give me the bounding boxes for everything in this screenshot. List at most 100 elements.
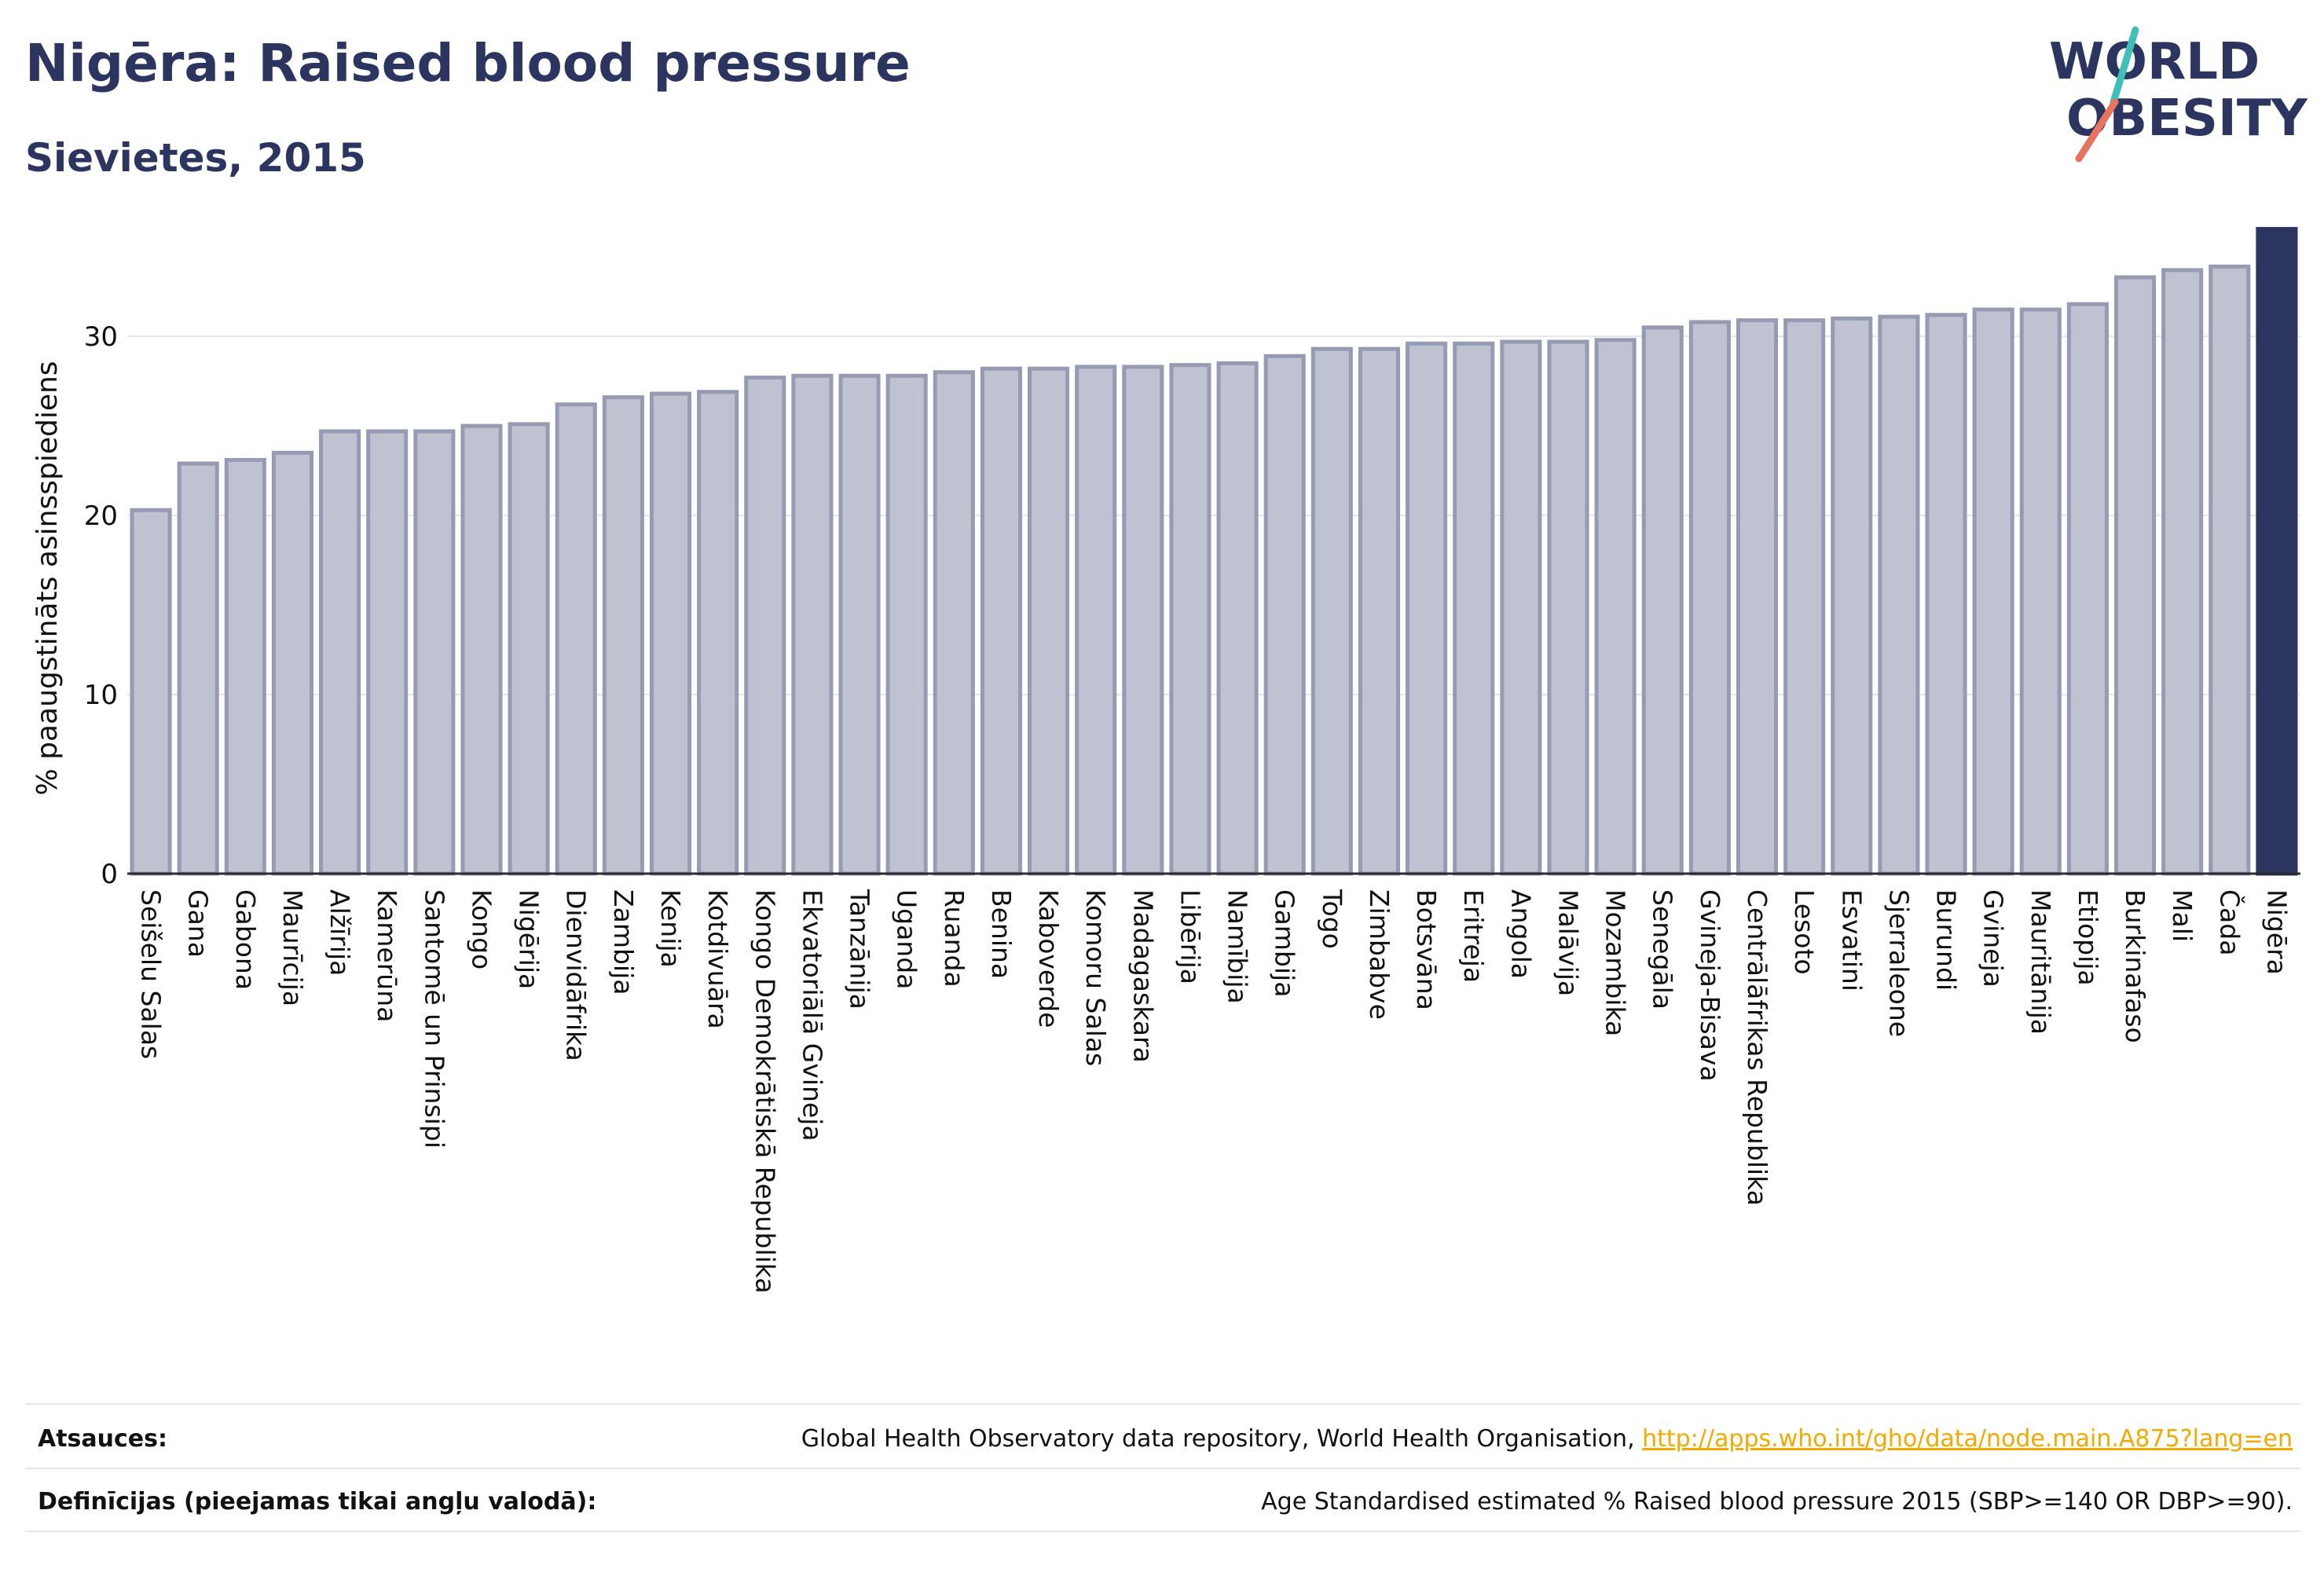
bar-17 [885, 373, 928, 876]
bar-31 [1547, 339, 1589, 876]
sources-label: Atsauces: [38, 1425, 167, 1453]
x-tick-label: Eritreja [1458, 889, 1489, 983]
x-tick-label: Centrālāfrikas Republika [1742, 889, 1772, 1206]
logo-slash-coral [2075, 98, 2119, 163]
x-tick-label: Santomē un Prinsipi [419, 889, 449, 1149]
bar-42 [2066, 302, 2109, 876]
x-tick-label: Burundi [1931, 889, 1962, 991]
bar-4 [271, 450, 314, 876]
bar-34 [1688, 320, 1731, 876]
x-tick-label: Dienvidāfrika [561, 889, 592, 1061]
sources-value: Global Health Observatory data repositor… [801, 1425, 2293, 1453]
x-tick-label: Sjerraleone [1883, 889, 1914, 1037]
x-tick-label: Kongo [466, 889, 497, 969]
bar-9 [508, 422, 550, 876]
bar-29 [1453, 341, 1495, 876]
x-tick-label: Uganda [892, 889, 922, 989]
x-tick-label: Madagaskara [1127, 889, 1158, 1063]
x-tick-label: Kaboverde [1033, 889, 1064, 1028]
bar-32 [1594, 338, 1637, 876]
x-tick-label: Namībija [1222, 889, 1253, 1004]
footer-divider-middle [25, 1468, 2300, 1469]
x-tick-label: Angola [1505, 889, 1536, 979]
x-tick-label: Lesoto [1789, 889, 1820, 975]
x-tick-label: Senegāla [1648, 889, 1678, 1010]
sources-link[interactable]: http://apps.who.int/gho/data/node.main.A… [1642, 1425, 2293, 1453]
x-tick-label: Nigērija [514, 889, 544, 989]
y-tick-label: 20 [84, 500, 118, 532]
x-tick-label: Ruanda [939, 889, 970, 988]
bar-12 [649, 391, 692, 876]
x-tick-label: Mauritānija [2025, 889, 2056, 1035]
x-tick-label: Zambija [608, 889, 639, 995]
bar-28 [1406, 341, 1448, 876]
bar-18 [933, 370, 975, 876]
x-tick-label: Mali [2167, 889, 2198, 942]
x-tick-label: Gvineja-Bisava [1695, 889, 1725, 1082]
bar-37 [1831, 316, 1873, 876]
chart-subtitle: Sievietes, 2015 [25, 135, 366, 181]
bar-43 [2113, 275, 2157, 876]
bar-46 [2256, 226, 2298, 876]
bar-2 [177, 461, 219, 876]
bar-22 [1122, 365, 1164, 876]
x-tick-label: Libērija [1175, 889, 1205, 984]
bar-24 [1216, 361, 1259, 876]
x-tick-label: Kotdivuāra [702, 889, 733, 1029]
sources-text: Global Health Observatory data repositor… [801, 1425, 1643, 1453]
logo-slash-teal [2110, 26, 2139, 106]
bar-40 [1972, 307, 2014, 876]
bar-6 [366, 429, 409, 876]
x-tick-label: Benina [986, 889, 1017, 979]
bar-20 [1027, 366, 1070, 876]
bar-5 [319, 429, 361, 876]
bar-14 [744, 376, 786, 876]
x-tick-label: Gambija [1270, 889, 1300, 997]
x-tick-label: Nigēra [2261, 889, 2292, 975]
x-tick-label: Esvatini [1836, 889, 1867, 991]
bar-16 [838, 373, 881, 876]
world-obesity-logo: WORLD OBESITY [2049, 26, 2308, 163]
x-tick-label: Zimbabve [1364, 889, 1395, 1020]
bar-8 [460, 423, 503, 876]
x-tick-label: Gabona [230, 889, 261, 990]
x-tick-label: Alžīrija [324, 889, 355, 976]
bar-23 [1169, 363, 1211, 876]
bar-44 [2161, 268, 2204, 876]
bar-30 [1500, 339, 1542, 876]
bar-13 [697, 390, 739, 876]
y-tick-label: 10 [84, 680, 118, 711]
bar-11 [602, 395, 644, 876]
bar-27 [1358, 346, 1401, 876]
x-tick-label: Kamerūna [372, 889, 402, 1022]
bar-3 [224, 457, 266, 876]
x-tick-label: Gvineja [1978, 889, 2009, 988]
x-tick-label: Togo [1317, 889, 1347, 949]
y-axis-label: % paaugstināts asinsspiediens [31, 361, 64, 795]
x-tick-label: Maurīcija [277, 889, 308, 1006]
y-tick-label: 0 [101, 859, 118, 890]
bar-45 [2209, 264, 2251, 876]
x-tick-label: Kongo Demokrātiskā Republika [750, 889, 780, 1293]
x-tick-label: Komoru Salas [1080, 889, 1111, 1066]
x-tick-label: Etiopija [2073, 889, 2103, 986]
x-tick-label: Ekvatoriālā Gvineja [797, 889, 827, 1142]
bar-38 [1878, 314, 1920, 876]
chart-title: Nigēra: Raised blood pressure [25, 33, 911, 93]
x-tick-label: Seišelu Salas [136, 889, 167, 1059]
definitions-label: Definīcijas (pieejamas tikai angļu valod… [38, 1488, 597, 1516]
bar-26 [1310, 346, 1353, 876]
bar-1 [130, 508, 172, 876]
bar-10 [555, 402, 597, 876]
footer-divider-top [25, 1403, 2300, 1405]
bar-41 [2019, 307, 2062, 876]
bar-33 [1641, 325, 1684, 876]
bar-25 [1263, 354, 1306, 876]
x-tick-label: Kenija [655, 889, 686, 968]
bar-chart: 0 10 20 30 Seišelu Salas Gana Gabona Maurīcija… [31, 226, 2300, 1293]
bar-15 [791, 373, 834, 876]
y-tick-label: 30 [84, 321, 118, 353]
bar-39 [1925, 313, 1967, 876]
logo-word-world: WORLD [2049, 33, 2260, 91]
x-tick-label: Čada [2214, 889, 2245, 955]
